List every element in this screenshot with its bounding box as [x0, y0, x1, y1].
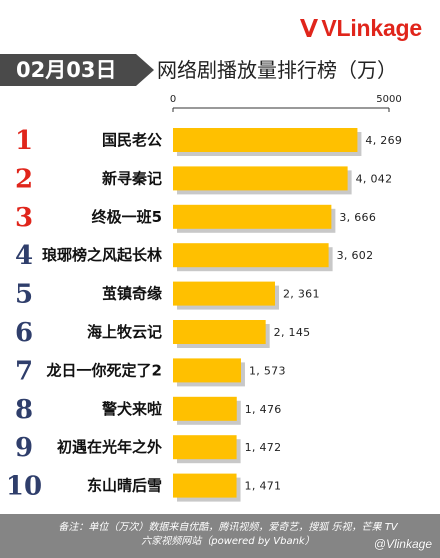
footer-line-2: 六家视频网站（powered by Vbank）: [141, 536, 315, 547]
vlinkage-mark-icon: [300, 19, 319, 37]
data-label: 2, 145: [274, 326, 311, 339]
bar-row: 8 警犬来啦 1, 476: [15, 395, 282, 425]
data-label: 4, 269: [365, 134, 402, 147]
rank-number: 6: [15, 318, 33, 348]
watermark: @Vlinkage: [373, 537, 432, 551]
data-label: 3, 602: [337, 249, 374, 262]
category-label: 茧镇奇缘: [102, 285, 162, 303]
rank-number: 1: [15, 126, 33, 156]
category-label: 新寻秦记: [102, 169, 162, 187]
x-axis: 0 5000: [170, 94, 402, 112]
footer-line-1: 备注：单位（万次）数据来自优酷，腾讯视频，爱奇艺，搜狐 乐视，芒果 TV: [58, 522, 398, 533]
bar: [173, 281, 275, 306]
bar-row: 7 龙日一你死定了2 1, 573: [15, 356, 286, 387]
rank-number: 5: [15, 280, 33, 310]
rank-number: 10: [6, 472, 42, 502]
bar: [173, 243, 329, 268]
chart-title: 网络剧播放量排行榜（万）: [157, 58, 397, 82]
date-badge: 02月03日: [0, 54, 154, 86]
category-label: 初遇在光年之外: [57, 438, 162, 456]
category-label: 龙日一你死定了2: [46, 361, 162, 379]
x-tick-label: 0: [170, 94, 176, 105]
bar-row: 5 茧镇奇缘 2, 361: [15, 280, 320, 310]
vlinkage-logo: VLinkage: [298, 12, 422, 44]
category-label: 国民老公: [102, 131, 162, 149]
x-tick-label: 5000: [376, 94, 401, 105]
bar: [173, 128, 358, 152]
bar: [173, 396, 237, 421]
bar: [173, 358, 241, 383]
category-label: 海上牧云记: [87, 323, 162, 341]
bar-row: 2 新寻秦记 4, 042: [15, 164, 393, 195]
rank-number: 2: [15, 164, 33, 194]
data-label: 3, 666: [339, 211, 376, 224]
bar: [173, 204, 332, 229]
category-label: 琅琊榜之风起长林: [42, 246, 163, 264]
data-label: 1, 476: [245, 403, 282, 416]
bar-row: 6 海上牧云记 2, 145: [15, 318, 311, 348]
rank-number: 9: [15, 433, 33, 463]
category-label: 东山晴后雪: [87, 477, 162, 495]
category-label: 终极一班5: [92, 208, 162, 226]
footer-note: 备注：单位（万次）数据来自优酷，腾讯视频，爱奇艺，搜狐 乐视，芒果 TV 六家视…: [0, 514, 440, 558]
bar-row: 1 国民老公 4, 269: [15, 126, 402, 156]
bar-row: 3 终极一班5 3, 666: [15, 203, 376, 233]
rank-number: 4: [15, 241, 33, 271]
data-label: 1, 471: [245, 480, 282, 493]
data-label: 2, 361: [283, 288, 320, 301]
date-text: 02月03日: [16, 58, 117, 82]
bar: [173, 473, 237, 498]
brand-name: VLinkage: [321, 15, 422, 41]
rank-number: 8: [15, 395, 33, 425]
bar: [173, 166, 348, 191]
bar: [173, 320, 266, 344]
bar: [173, 435, 237, 460]
bar-row: 10 东山晴后雪 1, 471: [6, 472, 281, 502]
bars-group: 1 国民老公 4, 269 2 新寻秦记 4, 042 3 终极一班5 3, 666 4 琅琊榜之风…: [6, 126, 402, 502]
bar-row: 9 初遇在光年之外 1, 472: [15, 433, 282, 464]
data-label: 4, 042: [356, 172, 393, 185]
data-label: 1, 573: [249, 364, 286, 377]
bar-row: 4 琅琊榜之风起长林 3, 602: [15, 241, 374, 272]
rank-number: 3: [15, 203, 33, 233]
rank-number: 7: [15, 356, 33, 386]
data-label: 1, 472: [245, 441, 282, 454]
category-label: 警犬来啦: [101, 400, 162, 418]
